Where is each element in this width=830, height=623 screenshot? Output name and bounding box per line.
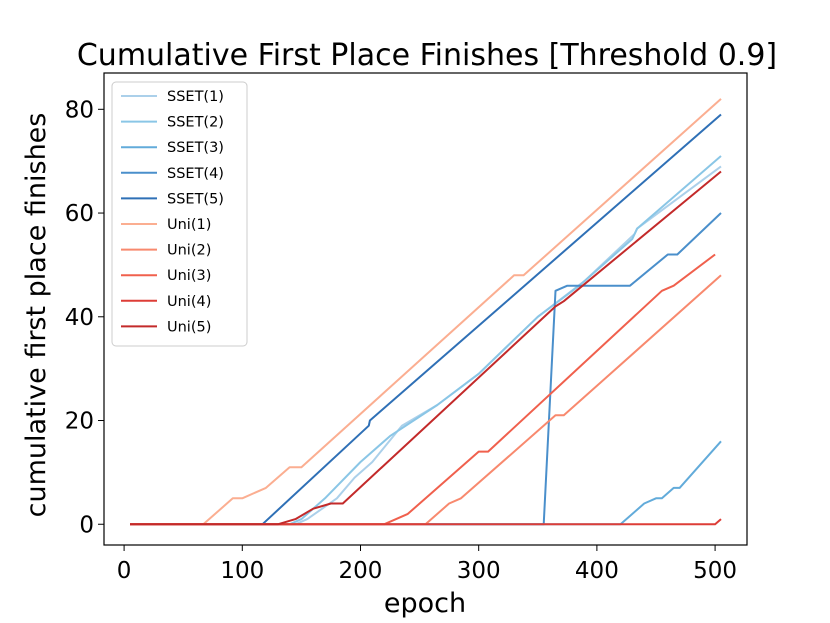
legend-label: SSET(3) bbox=[167, 140, 224, 156]
y-axis: 0 20 40 60 80 bbox=[65, 97, 104, 538]
series-line-uni-5 bbox=[130, 170, 722, 526]
y-tick-label: 40 bbox=[65, 305, 94, 331]
legend-label: SSET(2) bbox=[167, 115, 224, 131]
legend-label: Uni(5) bbox=[167, 319, 211, 335]
x-tick-label: 200 bbox=[339, 558, 383, 584]
legend-label: SSET(1) bbox=[167, 89, 224, 105]
x-tick-label: 500 bbox=[693, 558, 737, 584]
y-tick-label: 0 bbox=[79, 512, 94, 538]
series-line-uni-4 bbox=[130, 518, 722, 526]
plot-frame bbox=[103, 72, 748, 546]
series-layer bbox=[130, 98, 722, 526]
x-tick-label: 300 bbox=[457, 558, 501, 584]
series-line-sset-3 bbox=[130, 440, 722, 526]
legend-label: Uni(2) bbox=[167, 243, 211, 259]
legend-label: Uni(4) bbox=[167, 294, 211, 310]
legend: SSET(1) SSET(2) SSET(3) SSET(4) SSET(5) Uni(1… bbox=[111, 81, 248, 347]
x-tick-label: 0 bbox=[117, 558, 132, 584]
y-axis-label: cumulative first place finishes bbox=[21, 113, 52, 518]
series-line-uni-3 bbox=[130, 253, 716, 526]
y-tick-label: 20 bbox=[65, 409, 94, 435]
y-tick-label: 80 bbox=[65, 97, 94, 123]
x-axis-label: epoch bbox=[384, 588, 466, 619]
x-axis: 0 100 200 300 400 500 bbox=[117, 545, 737, 584]
chart-title: Cumulative First Place Finishes [Thresho… bbox=[77, 38, 777, 73]
series-line-uni-1 bbox=[130, 98, 722, 526]
x-tick-label: 400 bbox=[575, 558, 619, 584]
series-line-sset-1 bbox=[130, 165, 722, 526]
series-line-sset-2 bbox=[130, 155, 722, 526]
legend-label: SSET(5) bbox=[167, 191, 224, 207]
x-tick-label: 100 bbox=[220, 558, 264, 584]
legend-label: Uni(1) bbox=[167, 217, 211, 233]
legend-label: Uni(3) bbox=[167, 268, 211, 284]
y-tick-label: 60 bbox=[65, 201, 94, 227]
legend-label: SSET(4) bbox=[167, 166, 224, 182]
